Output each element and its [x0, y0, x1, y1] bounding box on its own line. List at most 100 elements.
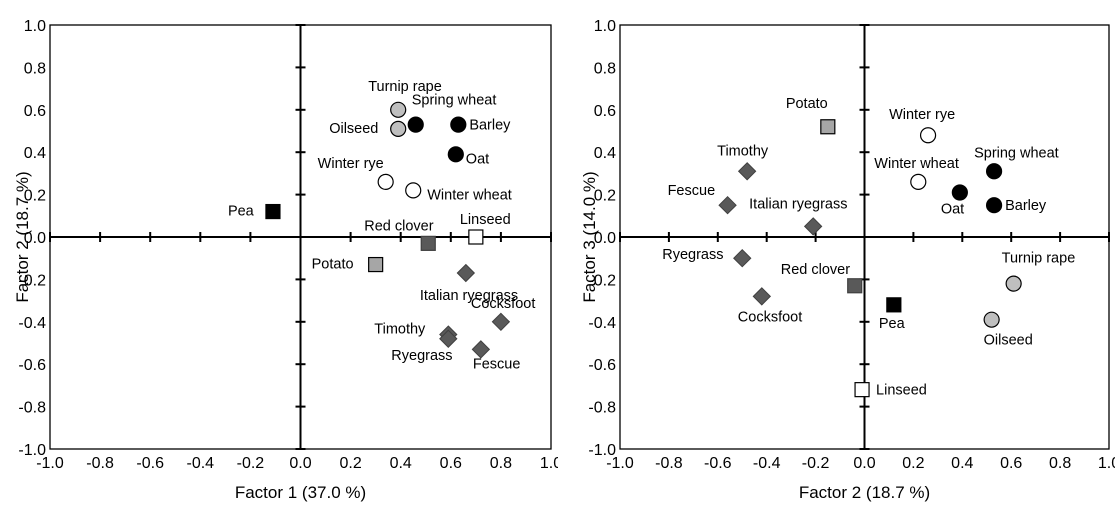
- data-point-ryegrass: Ryegrass: [662, 247, 752, 268]
- square-marker: [886, 297, 902, 313]
- circle-marker: [407, 116, 424, 133]
- data-point-oilseed: Oilseed: [329, 120, 407, 137]
- x-tick-label: -0.2: [802, 455, 830, 472]
- point-label: Winter wheat: [427, 187, 512, 203]
- x-tick-label: 0.0: [853, 455, 875, 472]
- scatter-plot-factor2-vs-factor3: -1.0 -0.8 -0.6 -0.4 -0.2 0.0 0.2 0.4 0.6 0.8 1.0 1.…: [580, 18, 1115, 502]
- data-point-oilseed: Oilseed: [983, 311, 1033, 349]
- point-label: Ryegrass: [391, 348, 452, 364]
- data-point-oat: Oat: [941, 184, 968, 217]
- y-tick-label: 0.6: [594, 103, 616, 120]
- y-tick-label: 0.2: [24, 188, 46, 205]
- circle-marker: [910, 173, 927, 190]
- data-point-linseed: Linseed: [854, 382, 927, 399]
- y-tick-label: -1.0: [18, 442, 46, 459]
- circle-marker: [390, 120, 407, 137]
- data-point-linseed: Linseed: [460, 212, 511, 245]
- circle-marker: [377, 173, 394, 190]
- data-point-cocksfoot: Cocksfoot: [471, 296, 535, 332]
- data-point-barley: Barley: [450, 116, 511, 134]
- data-point-italian-ryegrass: Italian ryegrass: [420, 263, 518, 304]
- data-point-cocksfoot: Cocksfoot: [738, 287, 802, 325]
- data-point-pea: Pea: [879, 297, 906, 332]
- point-label: Turnip rape: [1002, 251, 1076, 267]
- y-tick-label: -1.0: [588, 442, 616, 459]
- data-point-barley: Barley: [985, 197, 1047, 214]
- y-tick-label: -0.6: [588, 357, 616, 374]
- point-label: Red clover: [781, 262, 850, 278]
- circle-marker: [951, 184, 968, 201]
- y-tick-label: -0.2: [18, 272, 46, 289]
- point-label: Timothy: [374, 322, 426, 338]
- data-point-spring-wheat: Spring wheat: [974, 145, 1059, 180]
- point-label: Pea: [879, 316, 906, 332]
- diamond-marker: [718, 195, 737, 215]
- data-point-winter-rye: Winter rye: [318, 156, 394, 190]
- x-tick-label: -0.8: [655, 455, 683, 472]
- point-label: Winter rye: [889, 107, 955, 123]
- y-tick-label: -0.8: [588, 400, 616, 417]
- data-point-pea: Pea: [228, 203, 281, 220]
- x-tick-label: -0.4: [187, 455, 215, 472]
- x-tick-label: 0.8: [490, 455, 512, 472]
- y-tick-label: -0.2: [588, 272, 616, 289]
- data-point-winter-wheat: Winter wheat: [874, 156, 959, 190]
- y-tick-label: 0.4: [24, 145, 46, 162]
- x-tick-label: 0.6: [1000, 455, 1022, 472]
- x-tick-label: 1.0: [540, 455, 558, 472]
- square-marker: [265, 203, 281, 220]
- x-axis-title: Factor 2 (18.7 %): [799, 483, 930, 502]
- scatter-plot-factor1-vs-factor2: -1.0 -0.8 -0.6 -0.4 -0.2 0.0 0.2 0.4 0.6 0.8 1.0 1.…: [13, 18, 558, 502]
- x-tick-label: -0.4: [753, 455, 781, 472]
- point-label: Linseed: [460, 212, 511, 228]
- square-marker: [820, 119, 836, 135]
- point-label: Oat: [941, 201, 964, 217]
- y-tick-label: 0.0: [594, 230, 616, 247]
- data-point-italian-ryegrass: Italian ryegrass: [749, 196, 847, 236]
- y-tick-label: -0.8: [18, 400, 46, 417]
- diamond-marker: [491, 312, 511, 332]
- x-axis-title: Factor 1 (37.0 %): [235, 483, 366, 502]
- y-tick-label: -0.6: [18, 357, 46, 374]
- point-label: Potato: [312, 257, 354, 273]
- y-tick-label: 1.0: [594, 18, 616, 35]
- y-tick-label: 1.0: [24, 18, 46, 35]
- circle-marker: [447, 146, 464, 163]
- square-marker: [854, 382, 870, 398]
- data-point-winter-wheat: Winter wheat: [405, 182, 512, 203]
- circle-marker: [390, 101, 407, 118]
- point-label: Italian ryegrass: [420, 288, 518, 304]
- point-label: Spring wheat: [974, 145, 1059, 161]
- circle-marker: [983, 311, 1000, 328]
- square-marker: [420, 235, 436, 251]
- diamond-marker: [752, 287, 772, 306]
- point-label: Oat: [466, 151, 489, 167]
- data-point-winter-rye: Winter rye: [889, 107, 955, 144]
- x-tick-label: -1.0: [36, 455, 64, 472]
- point-label: Red clover: [364, 218, 433, 234]
- x-tick-label: 0.6: [440, 455, 462, 472]
- diamond-marker: [733, 248, 752, 268]
- data-point-potato: Potato: [786, 96, 836, 135]
- y-tick-label: 0.2: [594, 188, 616, 205]
- point-label: Potato: [786, 96, 828, 112]
- y-axis-title: Factor 2 (18.7 %): [13, 171, 32, 302]
- y-tick-label: 0.4: [594, 145, 616, 162]
- point-label: Fescue: [473, 356, 521, 372]
- point-label: Italian ryegrass: [749, 196, 847, 212]
- data-point-oat: Oat: [447, 146, 489, 167]
- point-label: Oilseed: [329, 121, 378, 137]
- square-marker: [847, 278, 863, 294]
- point-label: Fescue: [668, 183, 716, 199]
- point-label: Barley: [1005, 198, 1047, 214]
- data-point-timothy: Timothy: [717, 143, 769, 181]
- diamond-marker: [456, 263, 476, 283]
- x-tick-label: 0.8: [1049, 455, 1071, 472]
- point-label: Cocksfoot: [738, 309, 802, 325]
- data-point-fescue: Fescue: [668, 183, 737, 215]
- point-label: Cocksfoot: [471, 296, 535, 312]
- x-tick-label: 0.4: [390, 455, 412, 472]
- data-point-ryegrass: Ryegrass: [391, 329, 458, 364]
- circle-marker: [405, 182, 422, 199]
